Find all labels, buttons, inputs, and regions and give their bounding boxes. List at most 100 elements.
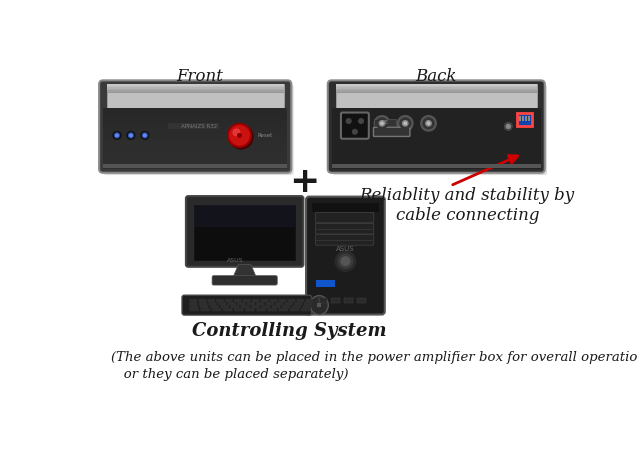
FancyBboxPatch shape — [332, 84, 547, 175]
Bar — [336, 84, 537, 108]
Bar — [316, 240, 373, 241]
Bar — [523, 116, 524, 121]
Text: cable connecting: cable connecting — [396, 207, 539, 224]
FancyBboxPatch shape — [276, 302, 284, 305]
FancyBboxPatch shape — [306, 299, 313, 302]
Bar — [103, 163, 288, 164]
Bar — [103, 132, 288, 133]
FancyBboxPatch shape — [256, 302, 265, 305]
FancyBboxPatch shape — [99, 80, 292, 173]
Circle shape — [113, 131, 121, 139]
Bar — [103, 158, 288, 159]
Text: Reliablity and stability by: Reliablity and stability by — [360, 186, 575, 204]
FancyBboxPatch shape — [295, 302, 302, 305]
FancyBboxPatch shape — [245, 308, 255, 311]
Bar — [103, 162, 288, 163]
Bar — [103, 127, 288, 128]
Bar — [528, 116, 530, 121]
Bar — [195, 205, 295, 227]
FancyBboxPatch shape — [267, 308, 277, 311]
Text: Front: Front — [177, 68, 223, 85]
Circle shape — [427, 122, 429, 125]
Bar — [103, 137, 288, 138]
Bar — [195, 205, 295, 260]
FancyBboxPatch shape — [252, 299, 260, 302]
Bar — [336, 84, 537, 86]
FancyBboxPatch shape — [292, 305, 301, 308]
FancyBboxPatch shape — [341, 113, 369, 139]
Bar — [107, 84, 283, 86]
Bar — [103, 133, 288, 134]
Bar — [107, 92, 283, 93]
FancyBboxPatch shape — [373, 127, 410, 136]
FancyBboxPatch shape — [189, 302, 198, 305]
Bar — [103, 129, 288, 130]
FancyBboxPatch shape — [256, 308, 266, 311]
Bar — [103, 110, 288, 111]
Bar — [103, 136, 288, 137]
FancyBboxPatch shape — [304, 302, 312, 305]
Bar — [107, 87, 283, 89]
Bar — [103, 115, 288, 116]
FancyBboxPatch shape — [189, 299, 197, 302]
Circle shape — [335, 251, 355, 271]
Bar — [103, 152, 288, 153]
Bar — [103, 167, 288, 168]
Ellipse shape — [310, 295, 329, 315]
Bar — [336, 86, 537, 87]
FancyBboxPatch shape — [189, 305, 198, 308]
Bar — [336, 89, 537, 90]
Circle shape — [376, 118, 387, 129]
Circle shape — [129, 133, 133, 138]
FancyBboxPatch shape — [302, 305, 311, 308]
Bar — [103, 141, 288, 142]
FancyBboxPatch shape — [288, 299, 295, 302]
FancyBboxPatch shape — [297, 299, 304, 302]
FancyBboxPatch shape — [251, 305, 260, 308]
FancyBboxPatch shape — [332, 108, 541, 169]
Circle shape — [426, 120, 431, 126]
Bar — [525, 116, 528, 121]
Circle shape — [141, 131, 149, 139]
Bar — [332, 164, 541, 168]
Bar — [168, 123, 219, 129]
FancyBboxPatch shape — [207, 299, 215, 302]
FancyBboxPatch shape — [270, 299, 278, 302]
FancyBboxPatch shape — [212, 308, 221, 311]
FancyBboxPatch shape — [186, 196, 304, 267]
FancyBboxPatch shape — [198, 299, 206, 302]
Text: +: + — [289, 165, 320, 199]
Bar — [103, 122, 288, 123]
Circle shape — [379, 120, 385, 126]
Text: ASUS: ASUS — [227, 258, 244, 263]
Bar — [375, 119, 396, 126]
Bar — [103, 120, 288, 121]
Circle shape — [127, 131, 135, 139]
FancyBboxPatch shape — [234, 299, 242, 302]
Bar — [103, 109, 288, 110]
FancyBboxPatch shape — [212, 276, 278, 285]
FancyBboxPatch shape — [209, 302, 217, 305]
Polygon shape — [107, 84, 283, 108]
Circle shape — [228, 124, 251, 147]
Bar — [103, 150, 288, 151]
FancyBboxPatch shape — [262, 305, 271, 308]
Circle shape — [403, 120, 408, 126]
Bar — [318, 298, 327, 303]
Bar — [103, 114, 288, 115]
Bar — [103, 113, 288, 114]
Bar — [103, 144, 288, 145]
FancyBboxPatch shape — [316, 213, 374, 223]
Bar — [103, 155, 288, 156]
FancyBboxPatch shape — [285, 302, 293, 305]
Bar — [344, 298, 353, 303]
Bar — [103, 117, 288, 118]
Circle shape — [420, 115, 436, 131]
FancyBboxPatch shape — [200, 305, 209, 308]
FancyBboxPatch shape — [200, 308, 210, 311]
Bar — [103, 130, 288, 131]
Bar — [107, 86, 283, 87]
Bar — [103, 138, 288, 139]
Bar — [103, 165, 288, 166]
Bar — [103, 128, 288, 129]
